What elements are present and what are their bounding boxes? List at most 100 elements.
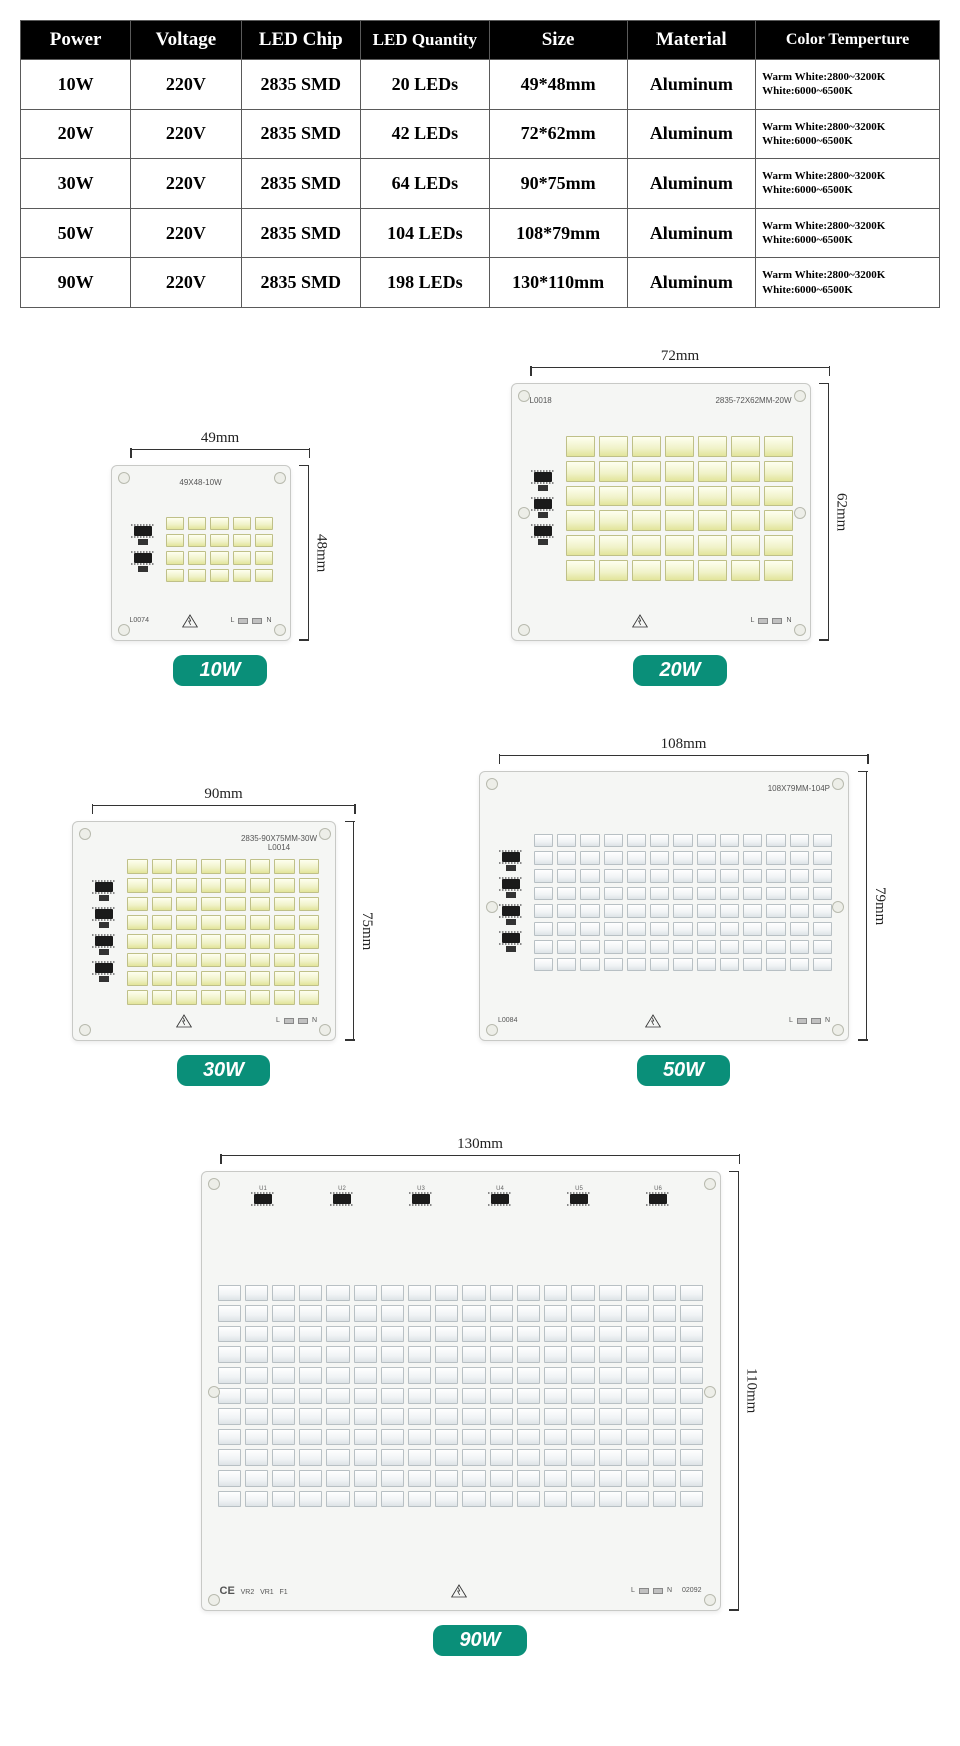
led-chip [435, 1408, 458, 1425]
led-chip [626, 1367, 649, 1384]
led-chip [354, 1326, 377, 1343]
led-chip [626, 1388, 649, 1405]
led-chip [580, 851, 599, 865]
led-chip [354, 1305, 377, 1322]
led-chip [650, 887, 669, 901]
led-array [214, 1281, 708, 1512]
screw-hole [208, 1594, 220, 1606]
led-chip [557, 869, 576, 883]
led-chip [698, 510, 727, 531]
led-chip [813, 958, 832, 972]
driver-ic [502, 879, 520, 889]
led-chip [218, 1470, 241, 1487]
led-chip [152, 953, 173, 968]
led-chip [490, 1367, 513, 1384]
led-chip [188, 517, 206, 530]
led-chip [250, 915, 271, 930]
led-chip [462, 1429, 485, 1446]
led-chip [274, 878, 295, 893]
led-chip [571, 1326, 594, 1343]
silkscreen-top: L00182835-72X62MM-20W [524, 396, 798, 405]
led-chip [731, 510, 760, 531]
screw-hole [319, 828, 331, 840]
led-chip [176, 971, 197, 986]
led-chip [627, 940, 646, 954]
led-chip [218, 1346, 241, 1363]
led-chip [299, 878, 320, 893]
led-chip [210, 569, 228, 582]
led-chip [626, 1429, 649, 1446]
led-chip [245, 1326, 268, 1343]
led-chip [544, 1470, 567, 1487]
led-chip [255, 569, 273, 582]
led-chip [813, 851, 832, 865]
led-chip [604, 922, 623, 936]
led-chip [250, 934, 271, 949]
led-chip [245, 1367, 268, 1384]
led-chip [534, 869, 553, 883]
dim-width-label: 90mm [204, 786, 242, 803]
screw-hole [704, 1386, 716, 1398]
led-chip [517, 1326, 540, 1343]
led-chip [557, 940, 576, 954]
led-chip [766, 887, 785, 901]
led-chip [233, 517, 251, 530]
led-chip [201, 859, 222, 874]
led-chip [566, 510, 595, 531]
led-chip [408, 1305, 431, 1322]
led-chip [571, 1470, 594, 1487]
led-chip [490, 1326, 513, 1343]
driver-column [492, 852, 530, 952]
screw-hole [274, 472, 286, 484]
led-chip [272, 1285, 295, 1302]
led-chip [188, 551, 206, 564]
led-chip [604, 851, 623, 865]
cell-voltage: 220V [131, 208, 241, 258]
led-chip [790, 958, 809, 972]
driver-ic [134, 553, 152, 563]
led-chip [166, 517, 184, 530]
led-chip [766, 958, 785, 972]
led-chip [599, 1326, 622, 1343]
led-chip [599, 1449, 622, 1466]
led-chip [599, 560, 628, 581]
cell-material: Aluminum [627, 159, 756, 209]
driver-column [85, 882, 123, 982]
led-chip [680, 1449, 703, 1466]
led-chip [766, 851, 785, 865]
silkscreen-top: 108X79MM-104P [492, 784, 836, 793]
screw-hole [208, 1386, 220, 1398]
led-chip [326, 1326, 349, 1343]
led-chip [766, 869, 785, 883]
led-chip [274, 971, 295, 986]
led-chip [299, 1305, 322, 1322]
led-chip [599, 486, 628, 507]
led-chip [720, 834, 739, 848]
driver-ic [254, 1194, 272, 1204]
led-chip [272, 1305, 295, 1322]
led-chip [571, 1367, 594, 1384]
led-chip [218, 1449, 241, 1466]
dim-height-label: 110mm [743, 1368, 760, 1413]
led-chip [653, 1408, 676, 1425]
driver-ic [649, 1194, 667, 1204]
led-chip [299, 1346, 322, 1363]
led-chip [599, 436, 628, 457]
driver-strip: U1U2U3U4U5U6 [214, 1184, 708, 1210]
led-chip [381, 1388, 404, 1405]
driver-ic [502, 933, 520, 943]
led-chip [566, 535, 595, 556]
dim-width-label: 72mm [661, 348, 699, 365]
led-chip [152, 915, 173, 930]
led-chip [534, 940, 553, 954]
led-chip [201, 878, 222, 893]
led-chip [743, 834, 762, 848]
led-chip [381, 1408, 404, 1425]
led-chip [225, 990, 246, 1005]
led-array [562, 432, 798, 585]
led-chip [326, 1470, 349, 1487]
led-chip [665, 461, 694, 482]
led-chip [571, 1305, 594, 1322]
dim-width-label: 108mm [661, 736, 707, 753]
led-chip [665, 535, 694, 556]
